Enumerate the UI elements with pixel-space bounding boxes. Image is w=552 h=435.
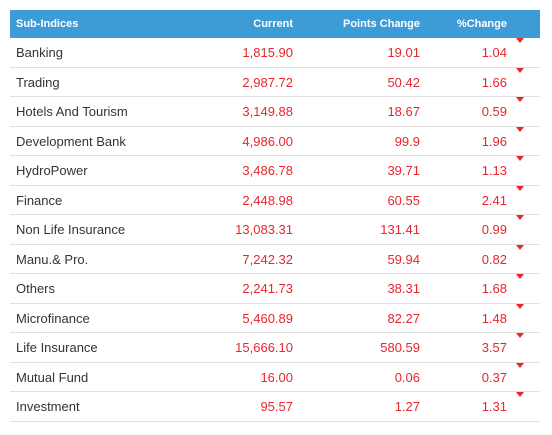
index-name: Life Insurance (16, 340, 98, 355)
value-cell: 0.82 (481, 251, 507, 267)
header-cell: Sub-Indices (16, 18, 79, 30)
value-cell: 3,486.78 (242, 163, 293, 178)
index-name: Investment (16, 399, 80, 414)
value-cell: 59.94 (387, 251, 420, 267)
index-name: Non Life Insurance (16, 222, 126, 237)
down-arrow (516, 156, 524, 161)
value-cell: 0.59 (481, 104, 507, 119)
index-name: Trading (16, 74, 60, 90)
value-cell: 1.48 (481, 310, 507, 326)
down-arrow (516, 303, 524, 309)
value-cell: 18.67 (387, 104, 420, 119)
down-arrow (516, 392, 524, 397)
value-cell: 3,149.88 (242, 104, 293, 119)
down-arrow (516, 362, 524, 368)
table-row: Hotels And Tourism 3,149.88 18.67 0.59 (10, 97, 540, 127)
value-cell: 131.41 (380, 222, 420, 237)
table-row: Non Life Insurance 13,083.31 131.41 0.99 (10, 215, 540, 245)
value-cell: 2,448.98 (242, 192, 293, 208)
value-cell: 39.71 (387, 163, 420, 178)
index-name: Hotels And Tourism (16, 104, 128, 119)
value-cell: 1.96 (481, 133, 507, 149)
value-cell: 1.31 (481, 399, 507, 414)
down-arrow (516, 333, 524, 338)
header-cell: Current (253, 18, 293, 30)
header-cell: %Change (456, 18, 507, 30)
table-header: Sub-Indices Current Points Change %Change (10, 10, 540, 38)
index-name: Manu.& Pro. (16, 251, 89, 267)
index-name: Development Bank (16, 133, 126, 149)
index-name: Banking (16, 45, 63, 60)
table-row: Manu.& Pro. 7,242.32 59.94 0.82 (10, 244, 540, 274)
value-cell: 1.68 (481, 281, 507, 296)
value-cell: 2.41 (481, 192, 507, 208)
value-cell: 7,242.32 (242, 251, 293, 267)
table-row: Microfinance 5,460.89 82.27 1.48 (10, 303, 540, 333)
down-arrow (516, 126, 524, 132)
value-cell: 13,083.31 (235, 222, 293, 237)
table-row: Mutual Fund 16.00 0.06 0.37 (10, 362, 540, 392)
value-cell: 99.9 (394, 133, 420, 149)
table-row: Trading 2,987.72 50.42 1.66 (10, 67, 540, 97)
index-name: Mutual Fund (16, 369, 89, 385)
index-name: HydroPower (16, 163, 88, 178)
value-cell: 0.99 (481, 222, 507, 237)
value-cell: 1,815.90 (242, 45, 293, 60)
value-cell: 2,987.72 (242, 74, 293, 90)
down-arrow (516, 38, 524, 43)
index-name: Microfinance (16, 310, 90, 326)
value-cell: 16.00 (260, 369, 293, 385)
value-cell: 19.01 (387, 45, 420, 60)
value-cell: 60.55 (387, 192, 420, 208)
value-cell: 580.59 (380, 340, 420, 355)
value-cell: 3.57 (481, 340, 507, 355)
value-cell: 1.04 (481, 45, 507, 60)
table-row: Development Bank 4,986.00 99.9 1.96 (10, 126, 540, 156)
down-arrow (516, 244, 524, 250)
table-row: Others 2,241.73 38.31 1.68 (10, 274, 540, 304)
down-arrow (516, 185, 524, 191)
down-arrow (516, 97, 524, 102)
table-row: HydroPower 3,486.78 39.71 1.13 (10, 156, 540, 186)
down-arrow (516, 274, 524, 279)
value-cell: 0.37 (481, 369, 507, 385)
value-cell: 50.42 (387, 74, 420, 90)
table-row: Life Insurance 15,666.10 580.59 3.57 (10, 333, 540, 363)
down-arrow (516, 67, 524, 73)
value-cell: 2,241.73 (242, 281, 293, 296)
table-row: Banking 1,815.90 19.01 1.04 (10, 38, 540, 68)
value-cell: 5,460.89 (242, 310, 293, 326)
index-name: Finance (16, 192, 63, 208)
index-name: Others (16, 281, 56, 296)
table-row: Finance 2,448.98 60.55 2.41 (10, 185, 540, 215)
value-cell: 82.27 (387, 310, 420, 326)
down-arrow (516, 215, 524, 220)
table-row: Investment 95.57 1.27 1.31 (10, 392, 540, 422)
value-cell: 1.27 (394, 399, 420, 414)
value-cell: 4,986.00 (242, 133, 293, 149)
value-cell: 15,666.10 (235, 340, 293, 355)
value-cell: 38.31 (387, 281, 420, 296)
value-cell: 95.57 (260, 399, 293, 414)
value-cell: 1.66 (481, 74, 507, 90)
value-cell: 1.13 (481, 163, 507, 178)
header-cell: Points Change (342, 18, 420, 30)
value-cell: 0.06 (394, 369, 420, 385)
